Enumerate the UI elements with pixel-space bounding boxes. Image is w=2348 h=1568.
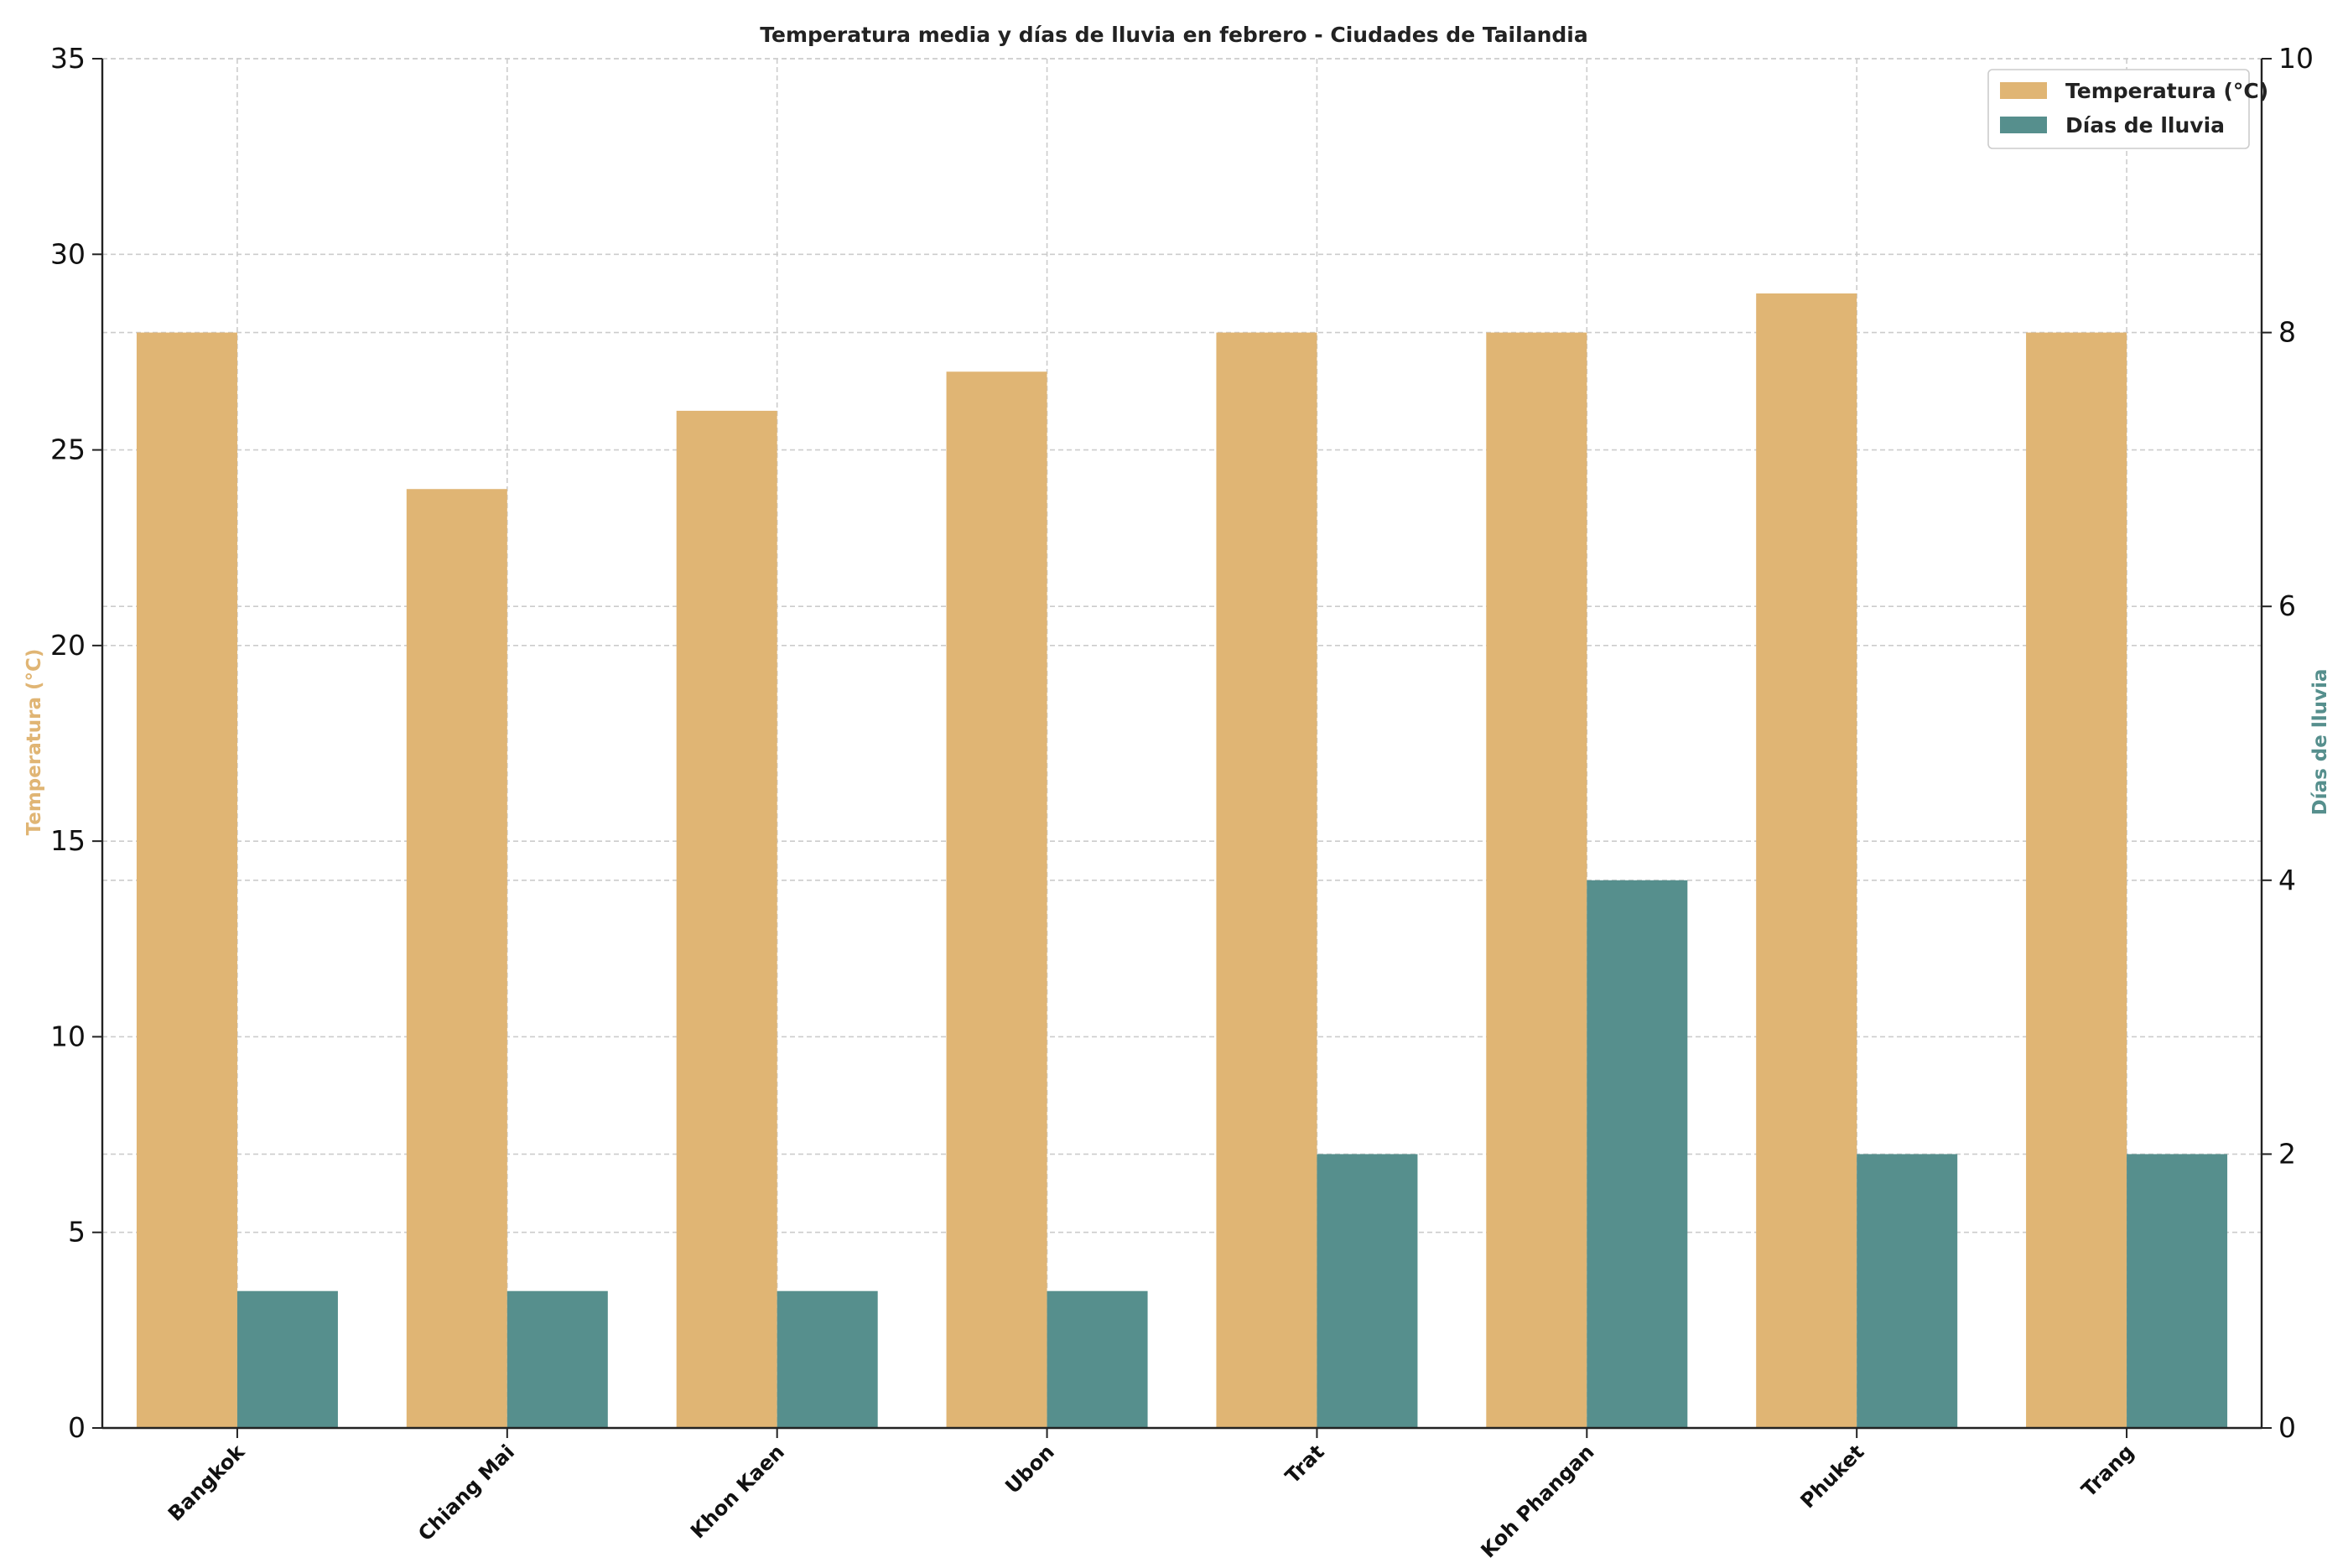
legend-label-rain-days: Días de lluvia bbox=[2065, 113, 2225, 138]
x-tick-label-koh-phangan: Koh Phangan bbox=[1477, 1440, 1599, 1562]
bars-layer bbox=[136, 293, 2228, 1429]
legend-swatch-temperature bbox=[2000, 82, 2047, 99]
bar-rain-days-trat bbox=[1317, 1154, 1418, 1428]
x-tick-label-trang: Trang bbox=[2077, 1440, 2139, 1502]
y-tick-label-20: 20 bbox=[50, 629, 86, 662]
bar-rain-days-bangkok bbox=[236, 1290, 338, 1428]
y-axis-label: Temperatura (°C) bbox=[23, 649, 45, 836]
bar-temperature-khon-kaen bbox=[676, 410, 777, 1428]
legend-label-temperature: Temperatura (°C) bbox=[2065, 79, 2268, 103]
y-tick-label-5: 5 bbox=[68, 1216, 86, 1249]
y2-tick-label-0: 0 bbox=[2278, 1411, 2296, 1444]
bar-rain-days-trang bbox=[2127, 1154, 2228, 1428]
x-tick-label-trat: Trat bbox=[1280, 1440, 1328, 1488]
x-tick-label-phuket: Phuket bbox=[1796, 1440, 1869, 1513]
bar-rain-days-chiang-mai bbox=[506, 1290, 608, 1428]
legend: Temperatura (°C) Días de lluvia bbox=[1987, 69, 2268, 149]
bar-rain-days-ubon bbox=[1047, 1290, 1148, 1428]
y-tick-label-30: 30 bbox=[50, 237, 86, 270]
y2-axis-label: Días de lluvia bbox=[2309, 669, 2331, 816]
axes-layer: 0 5 10 15 20 25 30 35 0 2 4 6 8 10 Bangkok Chiang Mai Kh… bbox=[50, 42, 2314, 1562]
x-tick-label-bangkok: Bangkok bbox=[164, 1440, 250, 1526]
bar-temperature-bangkok bbox=[136, 332, 237, 1429]
legend-swatch-rain-days bbox=[2000, 117, 2047, 133]
bar-temperature-phuket bbox=[1756, 293, 1857, 1428]
y-tick-label-15: 15 bbox=[50, 824, 86, 857]
y2-tick-label-2: 2 bbox=[2278, 1137, 2296, 1170]
x-tick-label-ubon: Ubon bbox=[1000, 1440, 1058, 1498]
bar-rain-days-phuket bbox=[1857, 1154, 1958, 1428]
legend-box bbox=[1987, 69, 2250, 149]
bar-rain-days-koh-phangan bbox=[1587, 880, 1688, 1428]
x-tick-label-khon-kaen: Khon Kaen bbox=[686, 1440, 789, 1543]
y2-tick-label-4: 4 bbox=[2278, 864, 2296, 896]
bar-rain-days-khon-kaen bbox=[777, 1290, 878, 1428]
y2-tick-label-6: 6 bbox=[2278, 589, 2296, 622]
bar-temperature-trang bbox=[2026, 332, 2127, 1429]
y2-tick-label-8: 8 bbox=[2278, 316, 2296, 349]
bar-temperature-trat bbox=[1216, 332, 1317, 1429]
y-tick-label-10: 10 bbox=[50, 1020, 86, 1052]
y-tick-label-35: 35 bbox=[50, 42, 86, 75]
x-tick-label-chiang-mai: Chiang Mai bbox=[413, 1440, 519, 1545]
bar-temperature-chiang-mai bbox=[406, 489, 507, 1429]
bar-temperature-ubon bbox=[946, 371, 1047, 1429]
bar-temperature-koh-phangan bbox=[1486, 332, 1587, 1429]
y2-tick-label-10: 10 bbox=[2278, 42, 2314, 75]
y-tick-label-25: 25 bbox=[50, 434, 86, 466]
chart-title: Temperatura media y días de lluvia en fe… bbox=[760, 23, 1587, 47]
y-tick-label-0: 0 bbox=[68, 1411, 86, 1444]
